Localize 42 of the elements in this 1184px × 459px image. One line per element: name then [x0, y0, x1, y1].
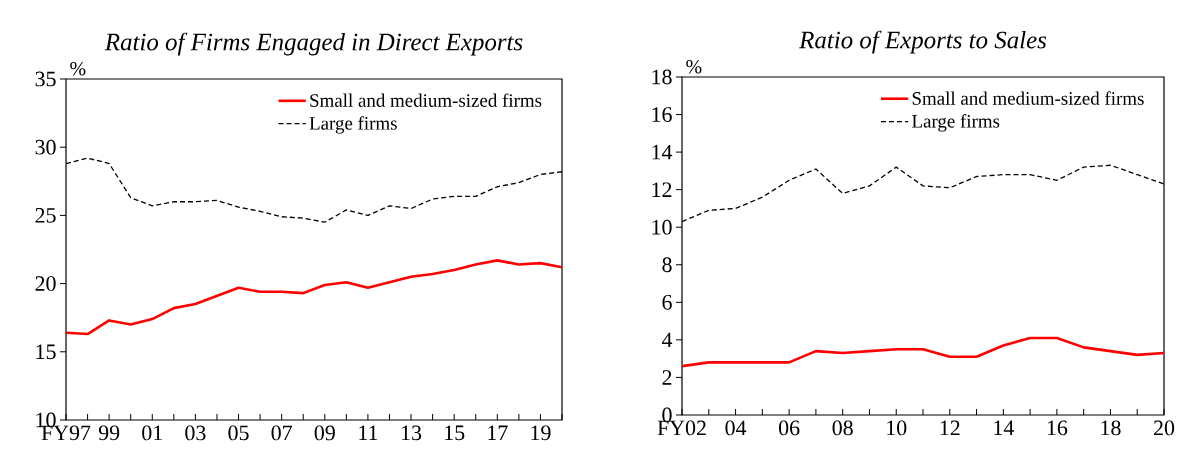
y-axis-title: % [686, 59, 702, 74]
x-tick-label: 06 [778, 420, 800, 436]
x-tick-label: 04 [725, 420, 747, 436]
legend-label: Small and medium-sized firms [912, 91, 1144, 105]
x-tick-label: 03 [185, 425, 206, 441]
y-tick-label: 10 [652, 219, 672, 235]
chart-title: Ratio of Firms Engaged in Direct Exports [104, 32, 523, 56]
y-tick-label: 15 [36, 344, 56, 360]
x-tick-label: 09 [314, 425, 335, 441]
y-tick-label: 25 [35, 208, 56, 223]
y-axis-title: % [70, 61, 86, 76]
y-tick-label: 2 [662, 370, 672, 385]
x-tick-label: 20 [1154, 420, 1175, 436]
y-tick-label: 16 [652, 107, 672, 122]
x-tick-label: 16 [1047, 420, 1068, 436]
x-tick-label: 15 [445, 425, 465, 441]
y-tick-label: 12 [652, 182, 672, 197]
x-tick-label: 05 [228, 425, 249, 441]
x-tick-label: 01 [142, 425, 162, 441]
x-tick-label: 10 [887, 420, 907, 436]
x-tick-label: 19 [531, 425, 551, 441]
y-tick-label: 6 [662, 294, 672, 310]
legend-label: Small and medium-sized firms [310, 93, 542, 107]
y-tick-label: 18 [652, 69, 672, 85]
y-tick-label: 14 [652, 144, 673, 160]
y-tick-label: 20 [35, 276, 56, 291]
x-tick-label: 17 [488, 425, 508, 440]
legend-label: Large firms [309, 116, 397, 134]
x-tick-label: 08 [832, 420, 853, 436]
chart-title: Ratio of Exports to Sales [799, 30, 1047, 54]
x-tick-label: 12 [940, 420, 960, 436]
x-tick-label: 99 [98, 425, 120, 441]
y-tick-label: 35 [35, 71, 56, 87]
y-tick-label: 8 [662, 257, 672, 273]
x-tick-label: 18 [1101, 420, 1121, 436]
legend-label: Large firms [912, 114, 1000, 132]
x-tick-label: 14 [994, 420, 1014, 435]
x-tick-label: 13 [402, 425, 422, 441]
y-tick-label: 30 [35, 139, 56, 155]
x-tick-label: 11 [359, 425, 378, 440]
x-tick-label: 07 [271, 425, 292, 441]
y-tick-label: 4 [661, 332, 673, 348]
